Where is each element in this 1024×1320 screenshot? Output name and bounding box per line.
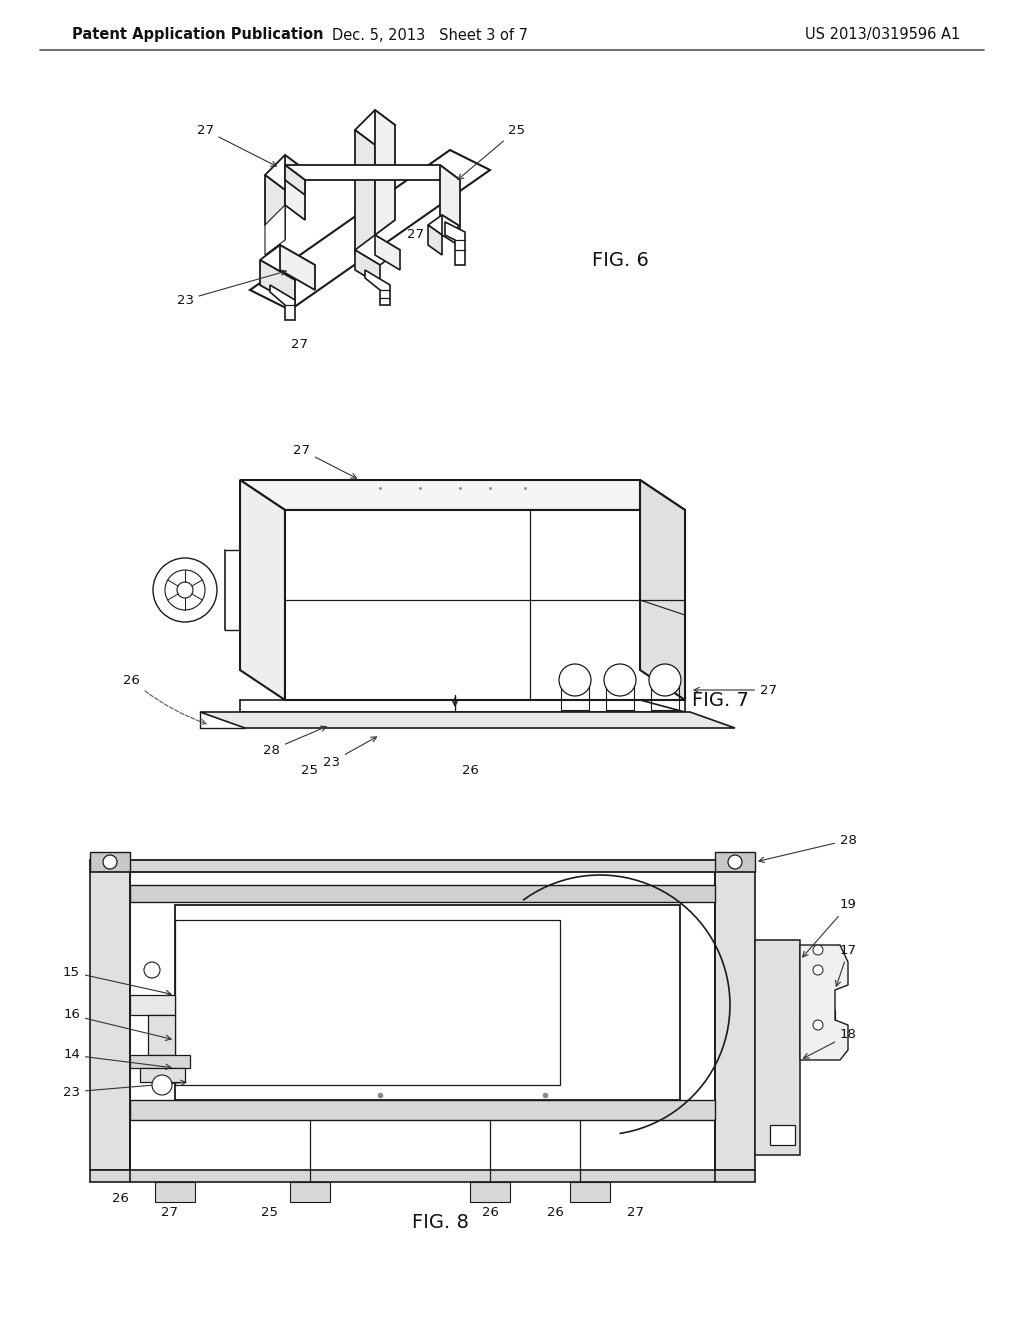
- Text: 27: 27: [293, 444, 356, 478]
- Circle shape: [177, 582, 193, 598]
- Circle shape: [813, 1020, 823, 1030]
- Polygon shape: [570, 1181, 610, 1203]
- Polygon shape: [285, 165, 460, 180]
- Polygon shape: [355, 110, 395, 145]
- Polygon shape: [250, 150, 490, 310]
- Polygon shape: [355, 235, 400, 265]
- Polygon shape: [90, 861, 755, 873]
- Circle shape: [165, 570, 205, 610]
- Polygon shape: [428, 224, 442, 255]
- Text: 23: 23: [323, 737, 377, 768]
- Polygon shape: [240, 480, 285, 700]
- Text: 25: 25: [261, 1205, 279, 1218]
- Text: 25: 25: [301, 763, 318, 776]
- Text: 15: 15: [63, 965, 171, 995]
- Text: 14: 14: [63, 1048, 171, 1069]
- Text: FIG. 8: FIG. 8: [412, 1213, 468, 1232]
- Polygon shape: [155, 1181, 195, 1203]
- Polygon shape: [140, 1068, 185, 1082]
- Text: 27: 27: [292, 338, 308, 351]
- Polygon shape: [265, 176, 285, 240]
- Text: FIG. 6: FIG. 6: [592, 251, 648, 269]
- Circle shape: [559, 664, 591, 696]
- Polygon shape: [365, 271, 390, 305]
- Polygon shape: [175, 920, 560, 1085]
- Polygon shape: [90, 851, 130, 873]
- Polygon shape: [800, 1010, 835, 1035]
- Polygon shape: [148, 1015, 175, 1055]
- Text: 28: 28: [263, 726, 327, 756]
- Polygon shape: [770, 1125, 795, 1144]
- Polygon shape: [285, 165, 305, 195]
- Text: 27: 27: [407, 228, 424, 242]
- Polygon shape: [270, 285, 295, 319]
- Text: 26: 26: [481, 1205, 499, 1218]
- Text: 23: 23: [63, 1080, 186, 1098]
- Text: 18: 18: [804, 1028, 857, 1059]
- Polygon shape: [260, 260, 295, 305]
- Circle shape: [728, 855, 742, 869]
- Text: 23: 23: [176, 271, 286, 306]
- Polygon shape: [470, 1181, 510, 1203]
- Polygon shape: [175, 906, 680, 1100]
- Polygon shape: [130, 884, 715, 902]
- Polygon shape: [200, 711, 735, 729]
- Text: 26: 26: [112, 1192, 128, 1204]
- Polygon shape: [440, 165, 460, 240]
- Circle shape: [649, 664, 681, 696]
- Text: 17: 17: [836, 944, 857, 986]
- Text: 26: 26: [462, 763, 478, 776]
- Text: 27: 27: [162, 1205, 178, 1218]
- Polygon shape: [428, 215, 458, 235]
- Text: 25: 25: [458, 124, 525, 180]
- Circle shape: [153, 558, 217, 622]
- Polygon shape: [285, 510, 685, 700]
- Polygon shape: [375, 110, 395, 235]
- Polygon shape: [130, 1055, 190, 1068]
- Text: Dec. 5, 2013   Sheet 3 of 7: Dec. 5, 2013 Sheet 3 of 7: [332, 28, 528, 42]
- Text: 26: 26: [547, 1205, 563, 1218]
- Circle shape: [144, 962, 160, 978]
- Polygon shape: [130, 1100, 715, 1119]
- Circle shape: [813, 965, 823, 975]
- Polygon shape: [285, 154, 305, 220]
- Polygon shape: [355, 249, 380, 285]
- Polygon shape: [240, 480, 685, 510]
- Polygon shape: [715, 873, 755, 1170]
- Polygon shape: [290, 1181, 330, 1203]
- Polygon shape: [640, 480, 685, 700]
- Polygon shape: [800, 960, 835, 979]
- Circle shape: [103, 855, 117, 869]
- Circle shape: [152, 1074, 172, 1096]
- Text: FIG. 7: FIG. 7: [691, 690, 749, 710]
- Text: 27: 27: [694, 684, 777, 697]
- Polygon shape: [280, 246, 315, 290]
- Polygon shape: [355, 129, 375, 255]
- Polygon shape: [130, 995, 175, 1015]
- Text: Patent Application Publication: Patent Application Publication: [72, 28, 324, 42]
- Text: 19: 19: [803, 899, 857, 957]
- Text: 27: 27: [197, 124, 276, 166]
- Text: 16: 16: [63, 1008, 171, 1040]
- Polygon shape: [375, 235, 400, 271]
- Polygon shape: [800, 945, 848, 1060]
- Polygon shape: [90, 873, 130, 1170]
- Text: 26: 26: [123, 673, 206, 725]
- Text: 28: 28: [759, 833, 857, 862]
- Polygon shape: [265, 154, 305, 190]
- Circle shape: [604, 664, 636, 696]
- Polygon shape: [90, 1170, 755, 1181]
- Text: US 2013/0319596 A1: US 2013/0319596 A1: [805, 28, 961, 42]
- Polygon shape: [755, 940, 800, 1155]
- Polygon shape: [442, 215, 458, 246]
- Polygon shape: [265, 205, 285, 255]
- Text: 27: 27: [627, 1205, 643, 1218]
- Polygon shape: [715, 851, 755, 873]
- Circle shape: [813, 945, 823, 954]
- Polygon shape: [260, 246, 315, 280]
- Polygon shape: [445, 222, 465, 265]
